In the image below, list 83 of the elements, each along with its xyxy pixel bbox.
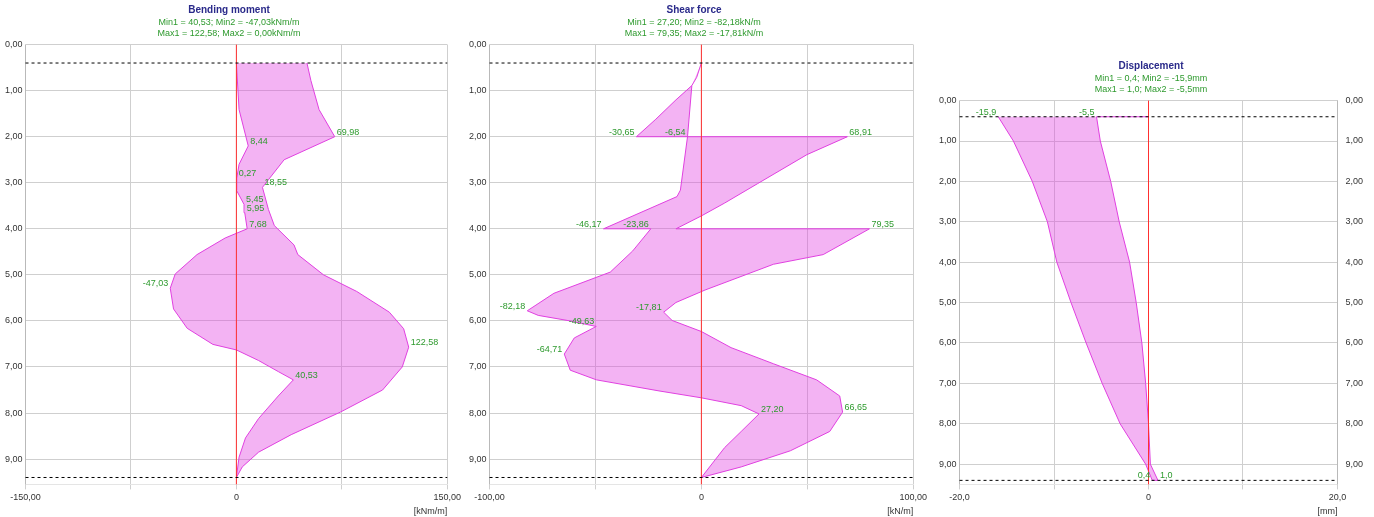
annotation: -82,18: [499, 300, 526, 311]
annotation: 122,58: [410, 337, 439, 348]
y-tick-label: 3,00: [468, 177, 487, 188]
annotation: -23,86: [623, 218, 649, 229]
annotation: -49,63: [568, 316, 595, 327]
annotation: 68,91: [849, 126, 872, 137]
y-tick-label: 1,00: [468, 85, 487, 96]
annotation: 79,35: [871, 218, 895, 229]
x-tick-label: 100,00: [899, 492, 927, 503]
y-tick-label: 8,00: [4, 407, 23, 418]
y-tick-label: 3,00: [938, 216, 957, 227]
y-tick-label: 1,00: [938, 135, 957, 146]
y-tick-label: 1,00: [4, 85, 23, 96]
y-tick-label: 7,00: [4, 361, 23, 372]
x-tick-label: 150,00: [433, 492, 461, 503]
y-tick-label: 9,00: [4, 453, 23, 464]
annotation: 27,20: [761, 403, 784, 414]
y-tick-label: 8,00: [468, 407, 487, 418]
annotation: 7,68: [249, 218, 267, 229]
annotation: 5,45: [246, 194, 264, 205]
y-tick-label: 0,00: [938, 95, 957, 106]
y2-tick-label: 4,00: [1345, 256, 1364, 267]
annotation: 1,0: [1159, 470, 1173, 481]
y2-tick-label: 1,00: [1345, 135, 1364, 146]
chart-title: Bending moment: [188, 3, 271, 15]
annotation: 5,95: [246, 202, 265, 213]
x-axis-title: [kNm/m]: [413, 506, 448, 517]
y-tick-label: 6,00: [938, 337, 957, 348]
annotation: -64,71: [536, 344, 563, 355]
y-tick-label: 2,00: [468, 131, 487, 142]
y-tick-label: 9,00: [938, 458, 957, 469]
chart-title: Shear force: [666, 3, 722, 15]
y-tick-label: 8,00: [938, 418, 957, 429]
annotation: -6,54: [665, 126, 686, 137]
y-tick-label: 0,00: [4, 39, 23, 50]
y2-tick-label: 6,00: [1345, 337, 1364, 348]
annotation: 18,55: [264, 177, 287, 188]
y-tick-label: 0,00: [468, 39, 487, 50]
y-tick-label: 6,00: [468, 315, 487, 326]
y-tick-label: 5,00: [468, 269, 487, 280]
x-axis-title: [kN/m]: [887, 506, 914, 517]
y-tick-label: 4,00: [938, 256, 957, 267]
y2-tick-label: 5,00: [1345, 297, 1364, 308]
chart-subtitle: Min1 = 27,20; Min2 = -82,18kN/m Max1 = 79,35; Max2 = -17,81kN/m: [624, 16, 764, 38]
y2-tick-label: 9,00: [1345, 458, 1364, 469]
chart-subtitle: Min1 = 40,53; Min2 = -47,03kNm/m Max1 = 122,58; Max2 = 0,00kNm/m: [157, 16, 301, 38]
chart-title: Displacement: [1118, 59, 1185, 71]
x-tick-label: -150,00: [10, 492, 41, 503]
annotation: 0,27: [238, 168, 257, 179]
x-tick-label: -20,0: [949, 492, 970, 503]
annotation: 8,44: [250, 135, 268, 146]
y-tick-label: 7,00: [468, 361, 487, 372]
y2-tick-label: 3,00: [1345, 216, 1364, 227]
annotation: -17,81: [636, 302, 662, 313]
y-tick-label: 5,00: [938, 297, 957, 308]
chart-subtitle: Min1 = 0,4; Min2 = -15,9mm Max1 = 1,0; Max2 = -5,5mm: [1094, 72, 1208, 94]
y2-tick-label: 7,00: [1345, 377, 1364, 388]
y-tick-label: 4,00: [4, 223, 23, 234]
annotation: -30,65: [608, 126, 635, 137]
y-tick-label: 6,00: [4, 315, 23, 326]
annotation: 69,98: [336, 126, 360, 137]
y-tick-label: 3,00: [4, 177, 23, 188]
annotation: 66,65: [844, 402, 868, 413]
y-tick-label: 9,00: [468, 453, 487, 464]
y-tick-label: 2,00: [4, 131, 23, 142]
x-tick-label: 0: [698, 492, 704, 503]
y-tick-label: 5,00: [4, 269, 23, 280]
annotation: -47,03: [142, 278, 169, 289]
annotation: 40,53: [295, 369, 318, 380]
annotation: -5,5: [1079, 106, 1095, 117]
y-tick-label: 4,00: [468, 223, 487, 234]
y2-tick-label: 0,00: [1345, 95, 1364, 106]
x-tick-label: 0: [1145, 492, 1152, 503]
y-tick-label: 2,00: [938, 175, 957, 186]
x-axis-title: [mm]: [1317, 506, 1338, 517]
x-tick-label: -100,00: [474, 492, 505, 503]
annotation: -46,17: [576, 218, 602, 229]
annotation: -15,9: [975, 106, 997, 117]
x-tick-label: 20,0: [1328, 492, 1347, 503]
x-tick-label: 0: [233, 492, 239, 503]
y-tick-label: 7,00: [938, 377, 957, 388]
y2-tick-label: 8,00: [1345, 418, 1364, 429]
y2-tick-label: 2,00: [1345, 175, 1364, 186]
